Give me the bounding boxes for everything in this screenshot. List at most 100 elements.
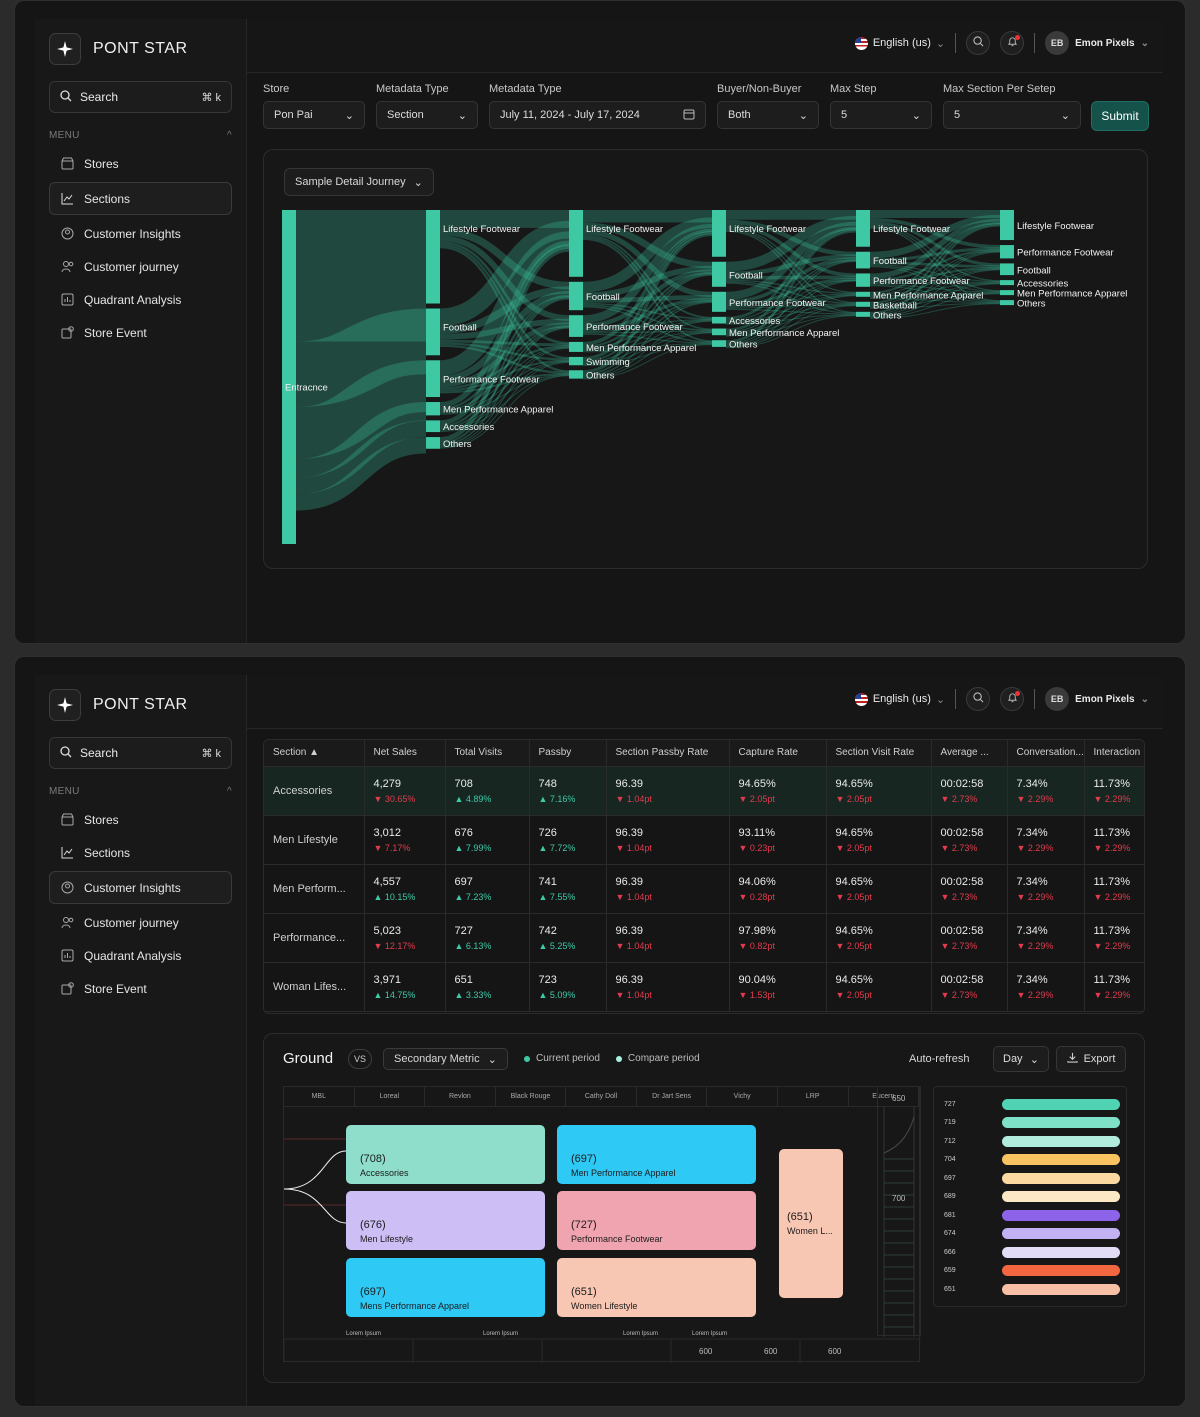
sankey-node[interactable]	[282, 210, 296, 544]
app-logo[interactable]: PONT STAR	[49, 689, 188, 721]
sankey-node[interactable]	[856, 251, 870, 269]
date-range-picker[interactable]: July 11, 2024 - July 17, 2024	[489, 101, 706, 129]
legend-current[interactable]: Current period	[524, 1053, 600, 1064]
sankey-link[interactable]	[582, 297, 713, 332]
sankey-link[interactable]	[869, 292, 1001, 308]
sankey-link[interactable]	[439, 243, 570, 360]
sankey-link[interactable]	[582, 273, 713, 362]
language-selector[interactable]: English (us) ⌄	[854, 692, 945, 706]
sankey-link[interactable]	[869, 261, 1001, 268]
sankey-link[interactable]	[582, 295, 713, 303]
sankey-link[interactable]	[439, 327, 570, 446]
sankey-link[interactable]	[582, 232, 713, 374]
sidebar-item-sections[interactable]: Sections	[49, 836, 232, 869]
sankey-node[interactable]	[856, 311, 870, 317]
chevron-up-icon[interactable]: ^	[227, 130, 232, 141]
secondary-metric-dropdown[interactable]: Secondary Metric ⌄	[383, 1048, 508, 1070]
sankey-link[interactable]	[582, 304, 713, 332]
sankey-link[interactable]	[869, 251, 1001, 305]
treemap-tile[interactable]: (651) Women L...	[779, 1149, 843, 1298]
sankey-node[interactable]	[569, 281, 583, 311]
sankey-link[interactable]	[439, 235, 570, 321]
sankey-link[interactable]	[869, 266, 1001, 284]
sankey-link[interactable]	[439, 325, 570, 412]
sankey-link[interactable]	[869, 247, 1001, 262]
table-row[interactable]: Performance... 5,023 ▼ 12.17% 727 ▲ 6.13% 742…	[264, 913, 1144, 963]
sankey-node[interactable]	[426, 360, 440, 398]
sankey-link[interactable]	[582, 302, 713, 320]
sankey-node[interactable]	[426, 308, 440, 356]
ranking-row[interactable]: 681	[944, 1208, 1120, 1222]
sankey-link[interactable]	[439, 326, 570, 429]
ranking-row[interactable]: 689	[944, 1190, 1120, 1204]
store-select[interactable]: Pon Pai ⌄	[263, 101, 365, 129]
brand-label[interactable]: Revlon	[425, 1087, 496, 1106]
sankey-link[interactable]	[439, 318, 570, 340]
sankey-link[interactable]	[869, 268, 1001, 306]
sankey-link[interactable]	[869, 223, 1001, 304]
table-row[interactable]: Men Lifestyle 3,012 ▼ 7.17% 676 ▲ 7.99% 726 ▲ …	[264, 815, 1144, 865]
sankey-link[interactable]	[869, 285, 1001, 303]
sankey-link[interactable]	[439, 346, 570, 413]
notifications-button[interactable]	[1000, 31, 1025, 55]
table-row[interactable]: Accessories 4,279 ▼ 30.65% 708 ▲ 4.89% 748 ▲ 7…	[264, 766, 1144, 816]
sankey-link[interactable]	[582, 228, 713, 346]
treemap-tile[interactable]: (697) Men Performance Apparel	[557, 1125, 756, 1184]
sidebar-item-quadrant-analysis[interactable]: Quadrant Analysis	[49, 939, 232, 972]
sankey-node[interactable]	[426, 420, 440, 433]
sankey-link[interactable]	[439, 375, 570, 449]
treemap-tile[interactable]: (727) Performance Footwear	[557, 1191, 756, 1250]
sankey-link[interactable]	[725, 282, 857, 314]
sankey-link[interactable]	[869, 282, 1001, 307]
sankey-link[interactable]	[439, 241, 570, 345]
sankey-link[interactable]	[439, 361, 570, 448]
sidebar-item-sections[interactable]: Sections	[49, 182, 232, 215]
sankey-link[interactable]	[582, 265, 713, 299]
brand-label[interactable]: Vichy	[707, 1087, 778, 1106]
brand-label[interactable]: LRP	[778, 1087, 849, 1106]
sankey-link[interactable]	[725, 257, 857, 304]
sidebar-item-quadrant-analysis[interactable]: Quadrant Analysis	[49, 283, 232, 316]
sankey-link[interactable]	[439, 246, 570, 442]
buyer-select[interactable]: Both ⌄	[717, 101, 819, 129]
sankey-link[interactable]	[725, 280, 857, 334]
sankey-node[interactable]	[1000, 280, 1014, 286]
max-step-select[interactable]: 5 ⌄	[830, 101, 932, 129]
sankey-link[interactable]	[439, 345, 570, 390]
sankey-link[interactable]	[869, 281, 1001, 285]
user-menu[interactable]: EB Emon Pixels ⌄	[1045, 687, 1149, 711]
sidebar-item-stores[interactable]: Stores	[49, 803, 232, 836]
column-header[interactable]: Conversation...	[1007, 740, 1085, 767]
sankey-link[interactable]	[725, 293, 857, 308]
sankey-link[interactable]	[439, 240, 570, 408]
sankey-node[interactable]	[569, 341, 583, 352]
sankey-link[interactable]	[725, 224, 857, 278]
sankey-link[interactable]	[725, 308, 857, 315]
sankey-link[interactable]	[725, 259, 857, 321]
sankey-link[interactable]	[439, 296, 570, 428]
sankey-node[interactable]	[1000, 300, 1014, 306]
submit-button[interactable]: Submit	[1091, 101, 1149, 131]
sankey-node[interactable]	[856, 291, 870, 297]
ranking-row[interactable]: 666	[944, 1245, 1120, 1259]
brand-label[interactable]: Loreal	[355, 1087, 426, 1106]
sankey-link[interactable]	[869, 251, 1001, 315]
notifications-button[interactable]	[1000, 687, 1025, 711]
column-header[interactable]: Section Passby Rate	[606, 740, 730, 767]
sidebar-item-customer-journey[interactable]: Customer journey	[49, 906, 232, 939]
sankey-link[interactable]	[725, 295, 857, 347]
sankey-link[interactable]	[295, 437, 427, 511]
ranking-row[interactable]: 712	[944, 1134, 1120, 1148]
sidebar-item-store-event[interactable]: Store Event	[49, 972, 232, 1005]
sankey-link[interactable]	[725, 305, 857, 348]
brand-label[interactable]: MBL	[284, 1087, 355, 1106]
sankey-link[interactable]	[725, 314, 857, 337]
sankey-link[interactable]	[869, 293, 1001, 318]
sankey-link[interactable]	[725, 260, 857, 333]
legend-compare[interactable]: Compare period	[615, 1053, 700, 1064]
sankey-link[interactable]	[725, 227, 857, 294]
sankey-node[interactable]	[426, 210, 440, 304]
sankey-link[interactable]	[582, 222, 713, 269]
sankey-link[interactable]	[869, 283, 1001, 317]
sankey-link[interactable]	[295, 420, 427, 495]
